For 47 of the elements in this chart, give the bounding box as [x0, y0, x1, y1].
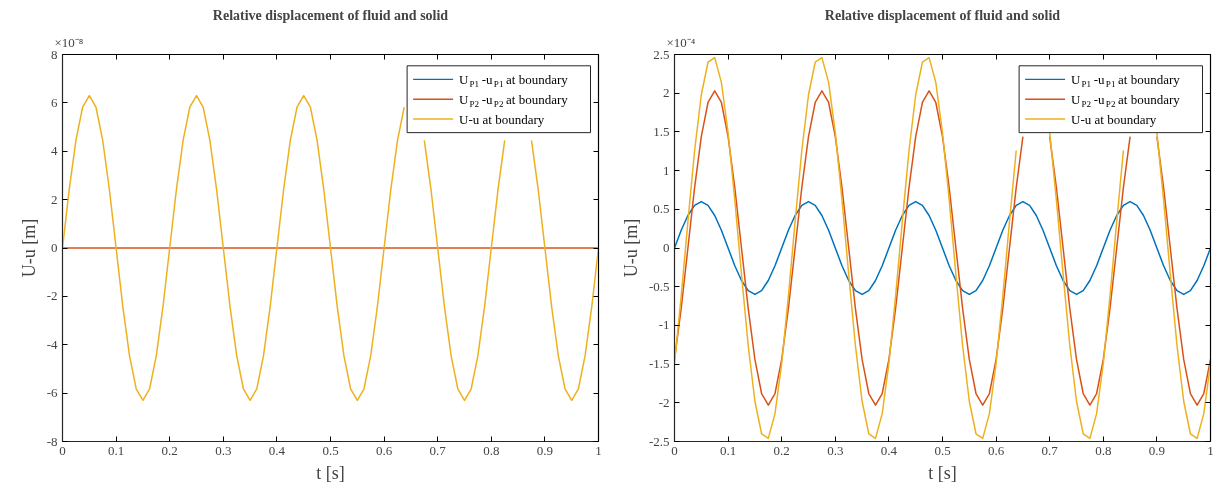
y-tick-label: -8	[46, 433, 58, 449]
x-tick-label: 0.5	[934, 442, 951, 458]
x-tick-label: 0.7	[429, 442, 447, 458]
y-tick-label: 1	[663, 162, 670, 178]
chart-title: Relative displacement of fluid and solid	[824, 7, 1061, 23]
y-tick-label: 2	[663, 85, 670, 101]
line-series	[674, 200, 1211, 296]
y-tick-label: -1	[658, 317, 670, 333]
y-tick-label: -6	[46, 385, 58, 401]
x-tick-label: 0.2	[773, 442, 790, 458]
x-tick-label: 0.6	[987, 442, 1005, 458]
y-axis-title: U-u [m]	[620, 218, 641, 278]
y-axis-title: U-u [m]	[18, 218, 39, 278]
y-tick-label: 6	[51, 94, 58, 110]
x-axis-title: t [s]	[316, 462, 345, 483]
y-tick-label: -4	[46, 336, 58, 352]
y-tick-label: -0.5	[648, 278, 670, 294]
x-tick-label: 0.3	[827, 442, 844, 458]
y-tick-label: 1.5	[653, 123, 670, 139]
x-tick-label: 0.2	[161, 442, 178, 458]
x-tick-label: 0.1	[719, 442, 737, 458]
x-tick-label: 0.6	[375, 442, 393, 458]
x-axis-title: t [s]	[928, 462, 957, 483]
chart-title: Relative displacement of fluid and solid	[212, 7, 449, 23]
y-tick-label: -2.5	[648, 433, 670, 449]
x-tick-label: 0.4	[880, 442, 898, 458]
x-tick-label: 0.1	[107, 442, 125, 458]
y-tick-label: -2	[46, 288, 58, 304]
y-tick-label: 0.5	[653, 201, 670, 217]
y-tick-label: -2	[658, 394, 670, 410]
legend-label: U-u at boundary	[1071, 111, 1157, 127]
legend-label: U-u at boundary	[459, 111, 545, 127]
x-tick-label: 1	[1207, 442, 1214, 458]
x-tick-label: 0.8	[483, 442, 500, 458]
x-tick-label: 1	[595, 442, 602, 458]
x-tick-label: 0.9	[536, 442, 554, 458]
y-tick-label: 2	[51, 191, 58, 207]
x-tick-label: 0.8	[1095, 442, 1112, 458]
x-tick-label: 0.9	[1148, 442, 1166, 458]
x-tick-label: 0.5	[322, 442, 339, 458]
y-tick-label: -1.5	[648, 356, 670, 372]
y-tick-label: 0	[51, 240, 58, 255]
x-tick-label: 0.7	[1041, 442, 1059, 458]
y-tick-label: 0	[663, 240, 670, 255]
x-tick-label: 0.4	[268, 442, 286, 458]
x-tick-label: 0.3	[215, 442, 232, 458]
y-tick-label: 4	[51, 143, 58, 159]
